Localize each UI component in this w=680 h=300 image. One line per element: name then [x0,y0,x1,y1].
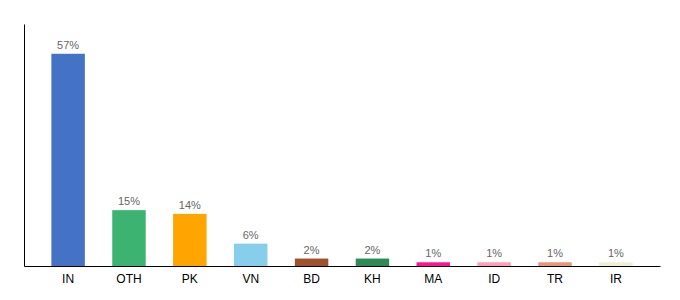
x-tick: MA [424,266,442,286]
bar [599,262,632,266]
x-tick-label: ID [488,272,500,286]
x-tick: BD [303,266,320,286]
x-tick-label: IN [62,272,74,286]
x-axis: IN OTH PK VN BD KH MA ID TR IR [25,266,661,286]
data-label: 1% [425,247,441,259]
x-tick-label: KH [364,272,381,286]
x-tick: IR [610,266,622,286]
x-tick: PK [182,266,198,286]
x-tick-label: MA [424,272,442,286]
bar [538,262,571,266]
bar [417,262,450,266]
bar [173,214,206,266]
data-label: 1% [608,247,624,259]
data-label: 1% [486,247,502,259]
x-tick-label: PK [182,272,198,286]
chart: IN OTH PK VN BD KH MA ID TR IR 57% 15% 14% 6% 2% 2% 1% 1%… [0,0,680,300]
plot: IN OTH PK VN BD KH MA ID TR IR 57% 15% 14% 6% 2% 2% 1% 1%… [25,25,661,286]
bar [295,259,328,266]
x-tick-label: OTH [116,272,141,286]
x-tick: TR [547,266,563,286]
data-label: 2% [364,244,380,256]
x-axis-line [25,266,661,267]
data-labels: 57% 15% 14% 6% 2% 2% 1% 1% 1% 1% [57,39,624,259]
y-axis [24,25,25,267]
x-tick-label: TR [547,272,563,286]
data-label: 6% [243,229,259,241]
bar [356,259,389,266]
data-label: 1% [547,247,563,259]
data-label: 14% [179,199,201,211]
x-tick-label: VN [242,272,259,286]
data-label: 15% [118,195,140,207]
x-tick: ID [488,266,500,286]
y-axis-line [24,25,25,267]
data-label: 2% [304,244,320,256]
bar [234,244,267,266]
x-tick: KH [364,266,381,286]
x-tick-label: IR [610,272,622,286]
bar [477,262,510,266]
bar [51,54,84,266]
bars [51,54,632,266]
x-tick-label: BD [303,272,320,286]
x-tick: OTH [116,266,141,286]
data-label: 57% [57,39,79,51]
x-tick: VN [242,266,259,286]
bar [112,210,145,266]
x-tick: IN [62,266,74,286]
